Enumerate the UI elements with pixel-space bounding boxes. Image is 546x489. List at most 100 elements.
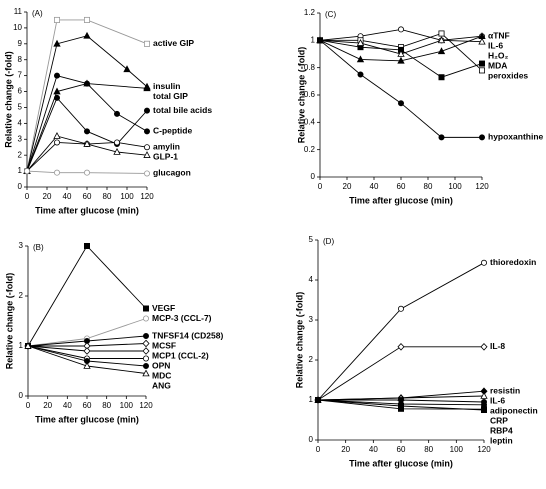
y-tick-label: 2 [309,355,314,364]
marker [84,16,91,23]
x-tick-label: 120 [477,445,491,454]
panel-label: (B) [33,243,44,252]
series-label: H₂O₂ [488,50,509,60]
y-tick-label: 11 [14,7,23,16]
x-tick-label: 100 [450,445,464,454]
marker [142,332,149,339]
x-tick-label: 40 [63,192,72,201]
series-label: adiponectin [490,405,538,415]
marker [142,362,149,369]
x-tick-label: 80 [102,401,111,410]
x-tick-label: 40 [370,182,379,191]
y-axis-title: Relative change (-fold) [296,47,306,144]
y-tick-label: 3 [309,315,314,324]
marker [84,242,91,249]
marker [397,49,405,57]
x-tick-label: 20 [343,182,352,191]
series-label: VEGF [152,303,175,313]
x-tick-label: 100 [120,192,134,201]
marker [397,56,405,64]
series-label: CRP [490,415,508,425]
x-tick-label: 20 [341,445,350,454]
x-tick-label: 60 [397,182,406,191]
y-tick-label: 5 [18,103,23,112]
series-label: thioredoxin [490,257,536,267]
x-tick-label: 60 [83,401,92,410]
marker [438,30,445,37]
marker [478,134,485,141]
x-tick-label: 20 [43,192,52,201]
marker [397,100,404,107]
y-tick-label: 0.4 [304,117,316,126]
marker [83,31,91,39]
y-tick-label: 0 [309,435,314,444]
x-tick-label: 100 [120,401,134,410]
series-label: IL-8 [490,341,505,351]
series-line [26,19,148,172]
x-tick-label: 80 [103,192,112,201]
y-tick-label: 1 [18,166,23,175]
y-tick-label: 2 [18,150,23,159]
x-tick-label: 20 [43,401,52,410]
marker [123,65,131,73]
series-label: αTNF [488,30,510,40]
y-tick-label: 1 [311,35,316,44]
marker [53,39,61,47]
marker [397,405,404,412]
marker [480,343,488,351]
x-tick-label: 120 [140,192,154,201]
y-axis-title: Relative change (-fold) [4,273,14,370]
x-axis-title: Time after glucose (min) [35,414,139,424]
series-line [26,170,148,174]
marker [142,315,149,322]
series-label: total GIP [153,91,188,101]
marker [480,259,487,266]
y-tick-label: 3 [19,241,24,250]
series-label: IL-6 [488,40,503,50]
marker [478,37,486,45]
marker [143,84,151,92]
x-axis-title: Time after glucose (min) [35,205,139,215]
series-label: C-peptide [153,126,192,136]
x-tick-label: 80 [424,182,433,191]
marker [397,305,404,312]
marker [438,134,445,141]
y-tick-label: 1 [19,341,24,350]
marker [142,369,150,377]
y-tick-label: 0.6 [304,90,316,99]
series-label: IL-6 [490,395,505,405]
series-label: total bile acids [153,105,212,115]
marker [437,47,446,55]
series-label: leptin [490,435,513,445]
y-tick-label: 6 [18,87,23,96]
marker [357,71,364,78]
y-tick-label: 3 [18,134,23,143]
marker [314,396,321,403]
marker [54,139,61,146]
x-tick-label: 40 [63,401,72,410]
series-line [26,35,148,172]
marker [83,139,91,147]
marker [84,80,91,87]
marker [54,16,61,23]
x-tick-label: 0 [26,401,31,410]
marker [54,94,61,101]
x-tick-label: 120 [139,401,153,410]
series-label: MCSF [152,340,176,350]
marker [142,347,150,355]
y-tick-label: 0.8 [304,63,316,72]
series-line [26,83,148,172]
marker [356,55,365,63]
x-tick-label: 40 [369,445,378,454]
marker [480,391,488,399]
y-tick-label: 7 [18,71,23,80]
marker [480,406,487,413]
x-axis-title: Time after glucose (min) [349,195,453,205]
marker [143,107,150,114]
y-tick-label: 0 [311,172,316,181]
x-tick-label: 60 [83,192,92,201]
marker [143,170,150,177]
series-label: OPN [152,360,170,370]
marker [114,110,121,117]
y-tick-label: 4 [18,118,23,127]
